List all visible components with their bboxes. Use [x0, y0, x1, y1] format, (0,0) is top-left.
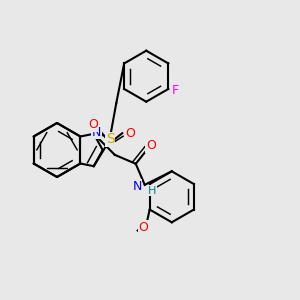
Text: F: F: [172, 84, 179, 97]
Text: S: S: [106, 132, 115, 146]
Text: O: O: [139, 221, 148, 234]
Text: O: O: [146, 139, 156, 152]
Text: O: O: [88, 118, 98, 131]
Text: N: N: [92, 126, 101, 139]
Text: O: O: [125, 127, 135, 140]
Text: H: H: [148, 186, 156, 196]
Text: N: N: [132, 180, 142, 193]
